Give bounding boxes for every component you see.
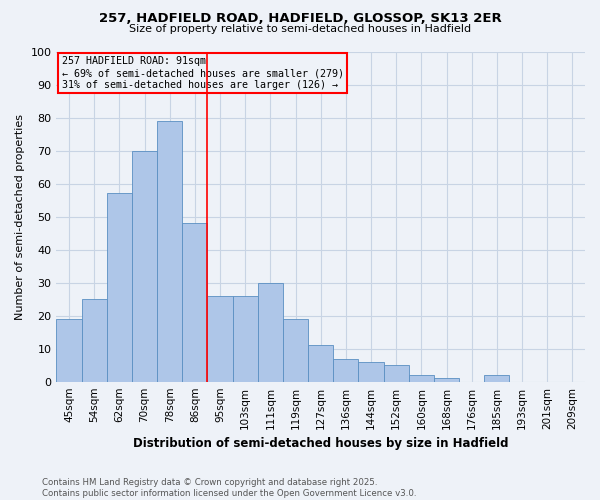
Text: 257 HADFIELD ROAD: 91sqm
← 69% of semi-detached houses are smaller (279)
31% of : 257 HADFIELD ROAD: 91sqm ← 69% of semi-d…	[62, 56, 344, 90]
Bar	[208, 296, 233, 382]
Text: 257, HADFIELD ROAD, HADFIELD, GLOSSOP, SK13 2ER: 257, HADFIELD ROAD, HADFIELD, GLOSSOP, S…	[98, 12, 502, 26]
Bar	[132, 150, 157, 382]
Bar	[82, 299, 107, 382]
Bar	[56, 319, 82, 382]
Bar	[283, 319, 308, 382]
Bar	[157, 121, 182, 382]
Text: Size of property relative to semi-detached houses in Hadfield: Size of property relative to semi-detach…	[129, 24, 471, 34]
Bar	[258, 282, 283, 382]
Bar	[308, 346, 333, 382]
Text: Contains HM Land Registry data © Crown copyright and database right 2025.
Contai: Contains HM Land Registry data © Crown c…	[42, 478, 416, 498]
Bar	[333, 358, 358, 382]
X-axis label: Distribution of semi-detached houses by size in Hadfield: Distribution of semi-detached houses by …	[133, 437, 508, 450]
Bar	[383, 365, 409, 382]
Bar	[107, 194, 132, 382]
Bar	[434, 378, 459, 382]
Bar	[409, 375, 434, 382]
Y-axis label: Number of semi-detached properties: Number of semi-detached properties	[15, 114, 25, 320]
Bar	[233, 296, 258, 382]
Bar	[358, 362, 383, 382]
Bar	[182, 223, 208, 382]
Bar	[484, 375, 509, 382]
